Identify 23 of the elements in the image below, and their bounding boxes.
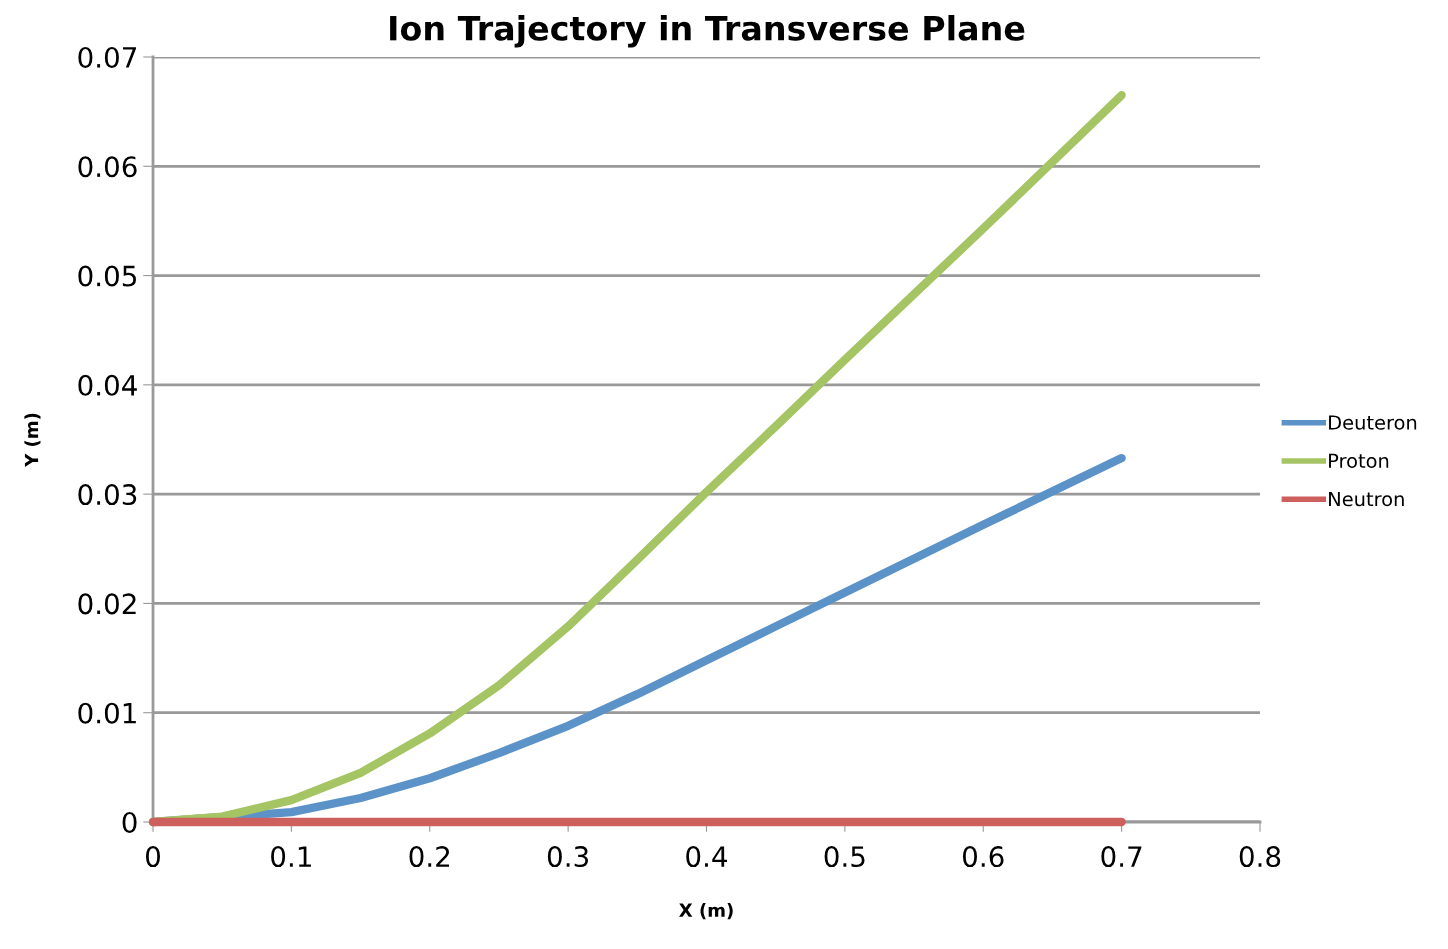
x-tick-label: 0.6: [962, 846, 1004, 868]
y-tick-label: 0.07: [78, 46, 137, 68]
legend-label: Neutron: [1329, 491, 1404, 507]
y-tick-label: 0.02: [78, 593, 136, 615]
y-tick-label: 0.06: [78, 156, 137, 178]
y-tick-label: 0.05: [78, 265, 136, 287]
legend-label: Deuteron: [1329, 415, 1417, 430]
x-tick-label: 0.8: [1239, 846, 1281, 868]
y-tick-label: 0: [122, 811, 137, 833]
x-tick-label: 0.3: [547, 846, 588, 868]
y-axis-title: Y (m): [24, 413, 41, 468]
y-tick-label: 0.01: [78, 702, 136, 724]
x-tick-label: 0: [145, 846, 160, 868]
x-tick-label: 0.7: [1101, 846, 1142, 868]
legend-label: Proton: [1329, 453, 1389, 469]
x-tick-label: 0.2: [409, 846, 450, 868]
x-tick-label: 0.5: [824, 846, 865, 868]
y-tick-label: 0.04: [78, 374, 137, 396]
x-tick-label: 0.4: [686, 846, 728, 868]
y-tick-label: 0.03: [78, 484, 137, 506]
chart-title: Ion Trajectory in Transverse Plane: [390, 15, 1025, 48]
x-axis-title: X (m): [679, 903, 733, 920]
x-tick-label: 0.1: [271, 846, 311, 868]
